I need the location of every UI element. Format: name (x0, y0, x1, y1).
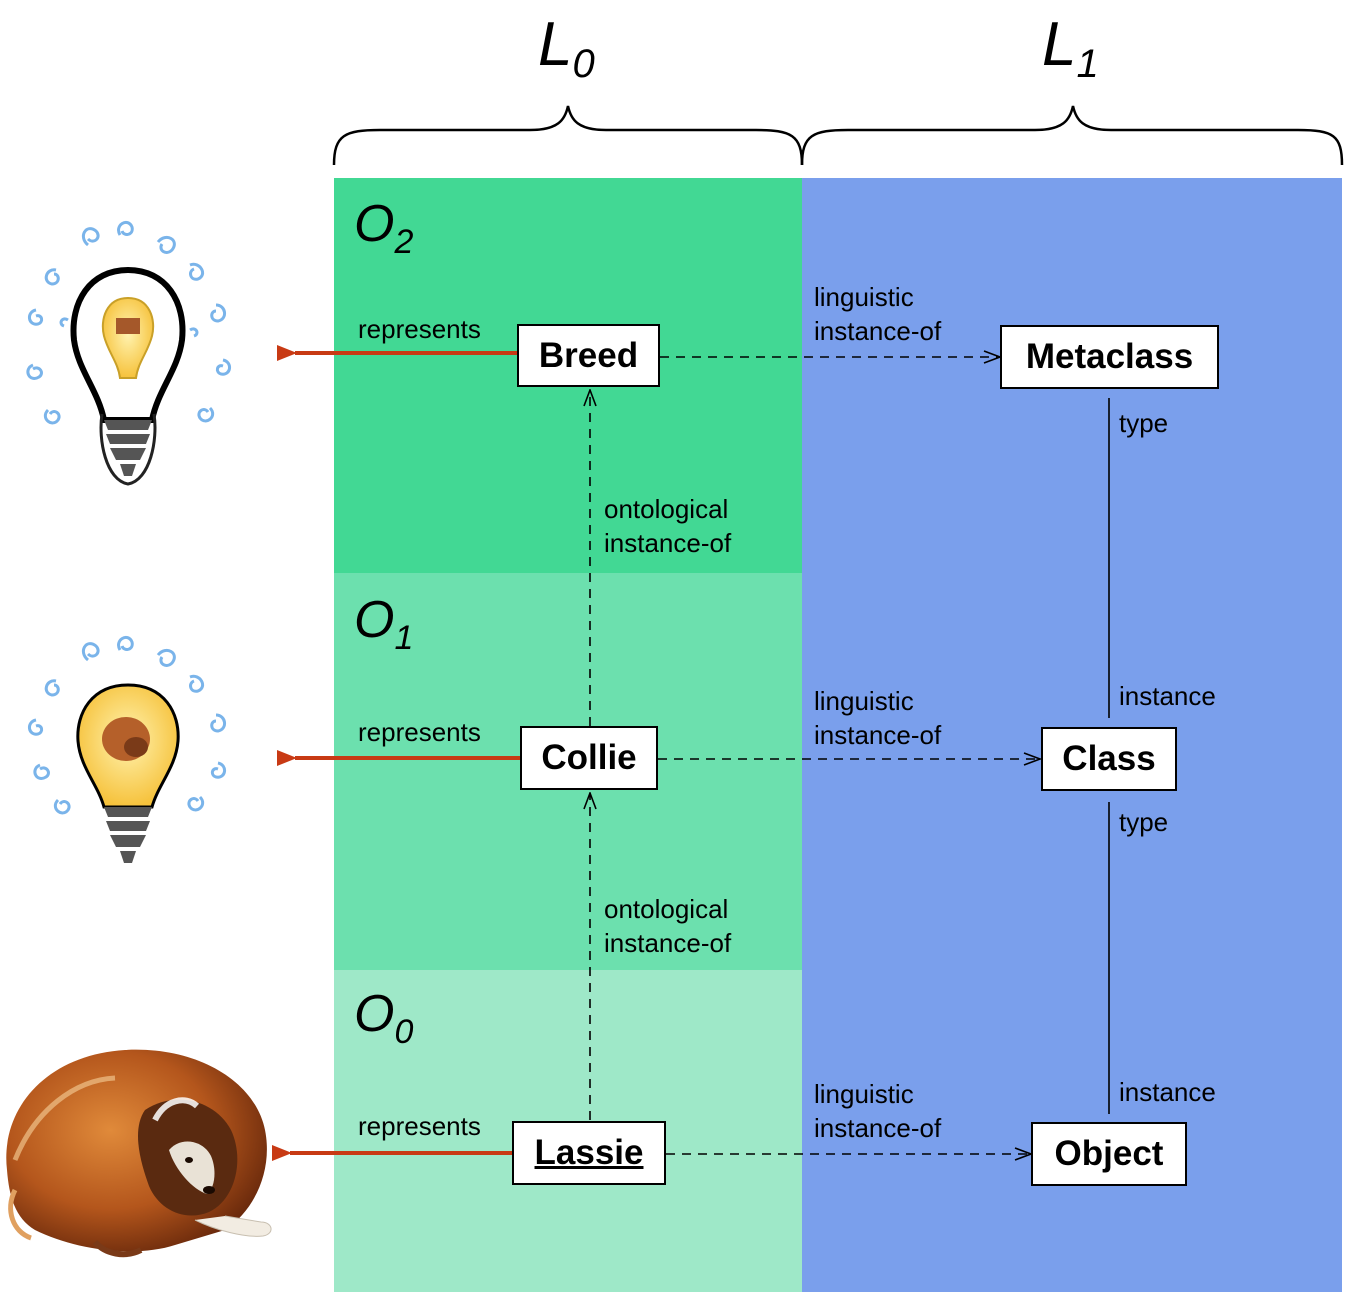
linguistic-label-lassie: linguistic instance-of (814, 1079, 942, 1143)
l0-brace (332, 105, 804, 166)
node-object-label: Object (1054, 1134, 1164, 1173)
node-lassie-label: Lassie (534, 1133, 644, 1172)
node-lassie: Lassie (512, 1121, 666, 1185)
level-title-l0: L0 (538, 10, 595, 86)
level-title-l1: L1 (1042, 10, 1099, 86)
node-breed-label: Breed (538, 335, 639, 375)
lightbulb-idea-icon-o2 (26, 221, 231, 486)
represents-label-o2: represents (358, 314, 481, 344)
node-collie: Collie (520, 726, 658, 790)
linguistic-label-collie: linguistic instance-of (814, 686, 942, 750)
region-title-o0: O0 (354, 985, 414, 1051)
region-title-o1: O1 (354, 591, 414, 657)
lightbulb-idea-icon-o1 (28, 636, 226, 863)
instance-label-class: instance (1119, 681, 1216, 711)
linguistic-label-breed: linguistic instance-of (814, 282, 942, 346)
type-label-metaclass: type (1119, 408, 1169, 438)
collie-dog-image (6, 1049, 272, 1258)
instance-label-object: instance (1119, 1077, 1216, 1107)
node-metaclass-label: Metaclass (1025, 337, 1194, 376)
represents-label-o0: represents (358, 1111, 481, 1141)
node-class: Class (1041, 727, 1177, 791)
node-breed: Breed (517, 324, 660, 387)
represents-label-o1: represents (358, 717, 481, 747)
region-title-o2: O2 (354, 195, 414, 261)
node-collie-label: Collie (541, 738, 637, 777)
l1-brace (800, 105, 1344, 166)
ontological-label-upper: ontological instance-of (604, 494, 732, 558)
node-object: Object (1031, 1122, 1187, 1186)
ontological-label-lower: ontological instance-of (604, 894, 732, 958)
node-class-label: Class (1062, 739, 1156, 778)
type-label-class: type (1119, 807, 1169, 837)
node-metaclass: Metaclass (1000, 325, 1219, 389)
